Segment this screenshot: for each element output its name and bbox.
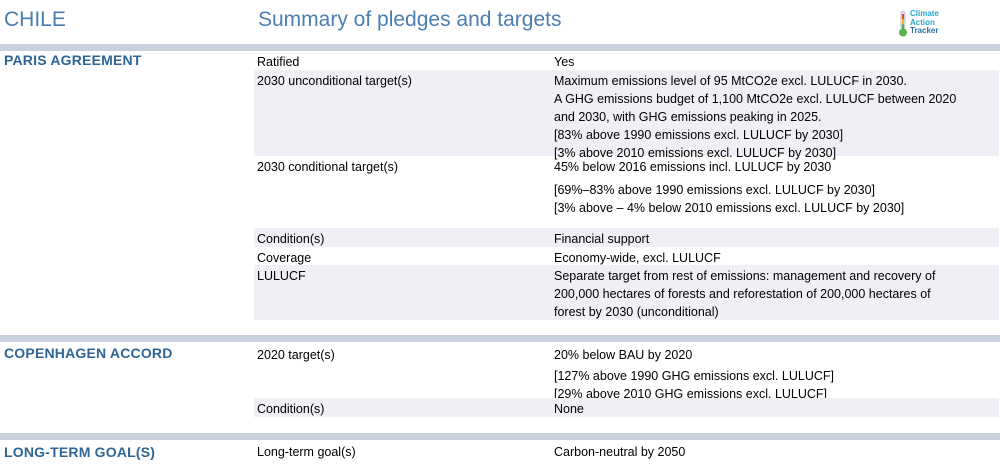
section-divider-paris [0,44,1000,51]
row-label: LULUCF [257,269,306,283]
value-line: Separate target from rest of emissions: … [554,269,936,283]
section-divider-copenhagen [0,335,1000,342]
table-row-conditions: Condition(s) Financial support [254,228,999,247]
section-title-paris-agreement: PARIS AGREEMENT [4,52,142,68]
table-row-conditions-copenhagen: Condition(s) None [254,398,999,417]
row-label: 2030 conditional target(s) [257,160,399,174]
table-row-long-term-goal: Long-term goal(s) Carbon-neutral by 2050 [254,441,999,460]
page-title: Summary of pledges and targets [258,8,562,31]
section-title-long-term-goals: LONG-TERM GOAL(S) [4,444,156,460]
page-header: CHILE Summary of pledges and targets Cli… [0,0,1000,44]
row-label: 2020 target(s) [257,348,335,362]
section-divider-long-term [0,433,1000,440]
value-line: Carbon-neutral by 2050 [554,445,686,459]
value-line: [83% above 1990 emissions excl. LULUCF b… [554,128,844,142]
value-line: Maximum emissions level of 95 MtCO2e exc… [554,74,907,88]
row-label: Condition(s) [257,232,325,246]
row-value: Yes [554,53,994,71]
value-line: 20% below BAU by 2020 [554,348,693,362]
table-row-2030-unconditional-target: 2030 unconditional target(s) Maximum emi… [254,70,999,160]
row-value: 20% below BAU by 2020 [127% above 1990 G… [554,346,994,403]
value-line: A GHG emissions budget of 1,100 MtCO2e e… [554,92,957,106]
value-line: [3% above – 4% below 2010 emissions excl… [554,201,905,215]
row-value: Financial support [554,230,994,248]
table-row-lulucf: LULUCF Separate target from rest of emis… [254,265,999,320]
value-line: 45% below 2016 emissions incl. LULUCF by… [554,160,832,174]
value-line: Yes [554,55,575,69]
value-line: 200,000 hectares of forests and reforest… [554,287,931,301]
logo-word-1: Climate [910,9,939,18]
value-line: forest by 2030 (unconditional) [554,305,719,319]
row-label: Condition(s) [257,402,325,416]
row-value: Carbon-neutral by 2050 [554,443,994,461]
row-value: Separate target from rest of emissions: … [554,267,994,321]
climate-action-tracker-logo: Climate Action Tracker [898,9,958,38]
table-row-2020-target: 2020 target(s) 20% below BAU by 2020 [12… [254,344,999,401]
section-title-copenhagen-accord: COPENHAGEN ACCORD [4,345,173,361]
row-label: 2030 unconditional target(s) [257,74,412,88]
table-row-2030-conditional-target: 2030 conditional target(s) 45% below 201… [254,156,999,228]
logo-word-3: Tracker [910,26,939,35]
value-line: Financial support [554,232,650,246]
value-line: [29% above 2010 GHG emissions excl. LULU… [554,387,828,401]
row-label: Ratified [257,55,300,69]
table-row-coverage: Coverage Economy-wide, excl. LULUCF [254,247,999,265]
value-line: None [554,402,584,416]
value-line: and 2030, with GHG emissions peaking in … [554,110,822,124]
row-label: Long-term goal(s) [257,445,356,459]
row-value: 45% below 2016 emissions incl. LULUCF by… [554,158,994,217]
row-label: Coverage [257,251,312,265]
value-line: [69%–83% above 1990 emissions excl. LULU… [554,183,876,197]
table-row-ratified: Ratified Yes [254,51,999,70]
row-value: Maximum emissions level of 95 MtCO2e exc… [554,72,994,162]
logo-wordmark: Climate Action Tracker [910,9,939,36]
value-line: [127% above 1990 GHG emissions excl. LUL… [554,369,834,383]
country-name: CHILE [4,8,66,31]
row-value: None [554,400,994,418]
row-value: Economy-wide, excl. LULUCF [554,249,994,267]
logo-word-2: Action [910,17,935,27]
value-line: Economy-wide, excl. LULUCF [554,251,721,265]
value-line: [3% above 2010 emissions excl. LULUCF by… [554,146,837,160]
thermometer-icon [899,10,907,37]
